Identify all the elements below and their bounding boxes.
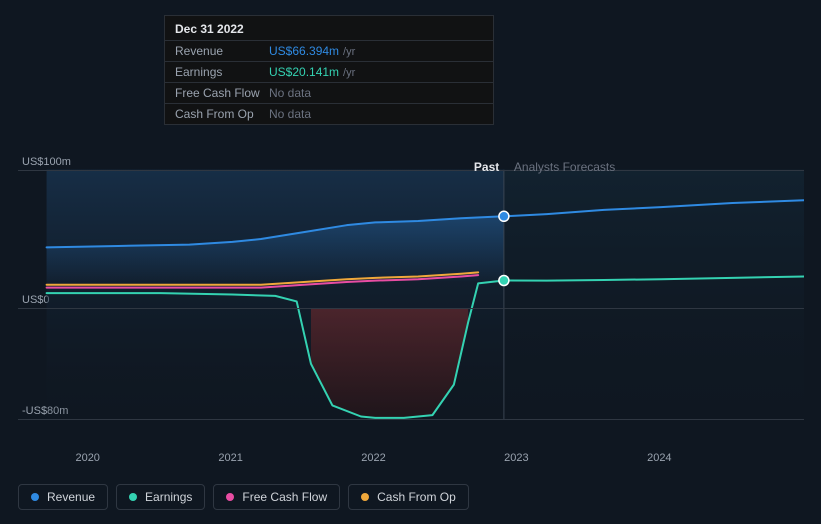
legend-item[interactable]: Earnings <box>116 484 205 510</box>
x-tick-label: 2024 <box>647 452 671 464</box>
tooltip-row-suffix: /yr <box>343 67 355 79</box>
tooltip-row: Free Cash FlowNo data <box>165 82 493 103</box>
tooltip-row-label: Cash From Op <box>175 107 269 121</box>
x-tick-label: 2021 <box>218 452 242 464</box>
legend-item[interactable]: Free Cash Flow <box>213 484 340 510</box>
tooltip-row-value: US$20.141m <box>269 65 339 79</box>
x-axis: 2020 2021 2022 2023 2024 <box>18 452 804 472</box>
legend-item[interactable]: Cash From Op <box>348 484 469 510</box>
hover-tooltip: Dec 31 2022 RevenueUS$66.394m/yrEarnings… <box>164 15 494 125</box>
gridline <box>18 308 804 309</box>
forecast-label: Analysts Forecasts <box>514 160 615 174</box>
plot-area[interactable]: Past Analysts Forecasts <box>18 142 804 447</box>
legend-dot-icon <box>31 493 39 501</box>
legend-label: Earnings <box>145 490 192 504</box>
legend-dot-icon <box>226 493 234 501</box>
legend-item[interactable]: Revenue <box>18 484 108 510</box>
gridline <box>18 170 804 171</box>
tooltip-date: Dec 31 2022 <box>165 16 493 40</box>
legend-label: Free Cash Flow <box>242 490 327 504</box>
tooltip-row-suffix: /yr <box>343 46 355 58</box>
gridline <box>18 419 804 420</box>
legend-label: Cash From Op <box>377 490 456 504</box>
x-tick-label: 2020 <box>75 452 99 464</box>
past-label: Past <box>474 160 499 174</box>
tooltip-row: RevenueUS$66.394m/yr <box>165 40 493 61</box>
legend-dot-icon <box>361 493 369 501</box>
tooltip-row: EarningsUS$20.141m/yr <box>165 61 493 82</box>
tooltip-row-label: Earnings <box>175 65 269 79</box>
legend-label: Revenue <box>47 490 95 504</box>
tooltip-row-value: US$66.394m <box>269 44 339 58</box>
x-tick-label: 2023 <box>504 452 528 464</box>
tooltip-row-label: Revenue <box>175 44 269 58</box>
tooltip-row-value: No data <box>269 107 311 121</box>
tooltip-row-label: Free Cash Flow <box>175 86 269 100</box>
tooltip-row-value: No data <box>269 86 311 100</box>
root: Dec 31 2022 RevenueUS$66.394m/yrEarnings… <box>0 0 821 524</box>
x-tick-label: 2022 <box>361 452 385 464</box>
legend-dot-icon <box>129 493 137 501</box>
legend: Revenue Earnings Free Cash Flow Cash From O… <box>18 484 469 510</box>
chart-container: US$100mUS$0-US$80m PastAnalysts Forecast… <box>18 120 804 470</box>
